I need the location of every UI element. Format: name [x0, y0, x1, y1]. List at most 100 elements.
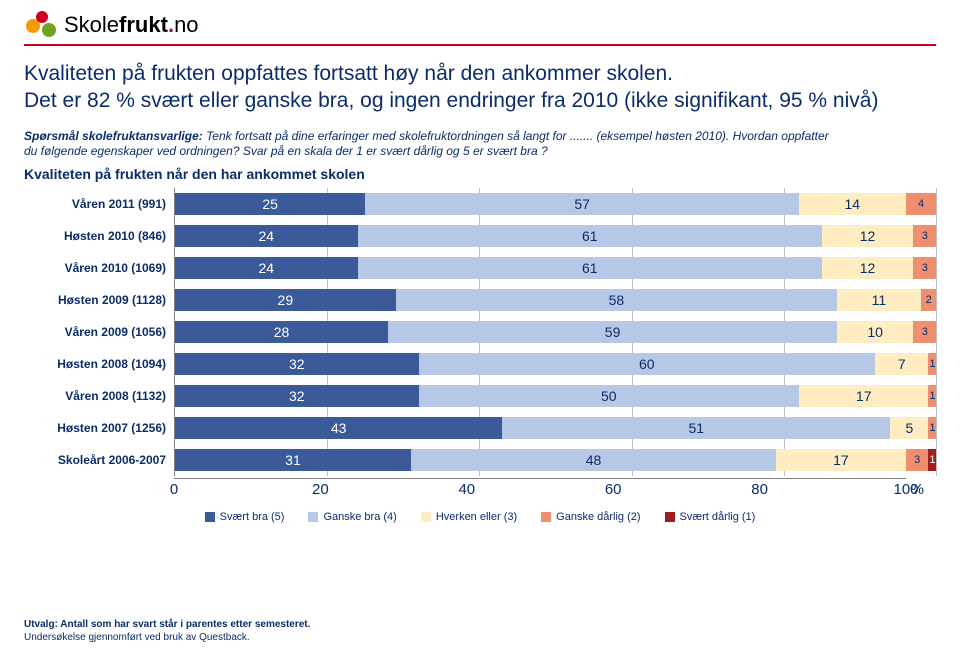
chart-y-label: Høsten 2010 (846) — [24, 220, 174, 252]
chart-bar-segment: 51 — [502, 417, 890, 439]
legend-label: Svært dårlig (1) — [680, 511, 756, 523]
chart-plot: 2557144246112324611232958112285910332607… — [174, 188, 936, 476]
chart-bar-row: 2958112 — [175, 284, 936, 316]
question-body-1: Tenk fortsatt på dine erfaringer med sko… — [203, 129, 733, 143]
chart-x-axis: % 020406080100 — [174, 478, 906, 501]
chart-bar-segment: 3 — [913, 257, 936, 279]
chart-y-label: Skoleårt 2006-2007 — [24, 444, 174, 476]
chart-bar-row: 31481731 — [175, 444, 936, 476]
chart-bar-row: 2461123 — [175, 252, 936, 284]
chart-bar-row: 3250171 — [175, 380, 936, 412]
chart-bar-segment: 1 — [928, 417, 936, 439]
chart-bar-segment: 2 — [921, 289, 936, 311]
chart-bar-segment: 1 — [928, 353, 936, 375]
chart-bar-segment: 3 — [906, 449, 929, 471]
legend-item: Svært dårlig (1) — [665, 511, 756, 523]
chart-bar-segment: 32 — [175, 353, 419, 375]
legend-swatch — [541, 512, 551, 522]
title-line1: Kvaliteten på frukten oppfattes fortsatt… — [24, 62, 673, 85]
chart-y-label: Høsten 2009 (1128) — [24, 284, 174, 316]
chart-bar-segment: 12 — [822, 257, 913, 279]
legend-label: Ganske bra (4) — [323, 511, 396, 523]
chart-x-tick: 80 — [751, 481, 768, 498]
chart-rows: 2557144246112324611232958112285910332607… — [175, 188, 936, 476]
logo-text: Skolefrukt.no — [64, 12, 199, 38]
chart-bar-segment: 31 — [175, 449, 411, 471]
chart-bar-row: 2461123 — [175, 220, 936, 252]
chart-bar-segment: 58 — [396, 289, 837, 311]
chart-y-labels: Våren 2011 (991)Høsten 2010 (846) Våren 2… — [24, 188, 174, 476]
chart-bar-segment: 11 — [837, 289, 921, 311]
chart-bar-segment: 14 — [799, 193, 906, 215]
question-text: Spørsmål skolefruktansvarlige: Tenk fort… — [24, 129, 936, 160]
site-logo: Skolefrukt.no — [24, 8, 936, 42]
chart-subhead: Kvaliteten på frukten når den har ankomm… — [24, 166, 936, 182]
legend-item: Ganske dårlig (2) — [541, 511, 640, 523]
chart-bar-segment: 17 — [776, 449, 905, 471]
chart-bar-segment: 1 — [928, 385, 936, 407]
chart: Våren 2011 (991)Høsten 2010 (846) Våren 2… — [24, 188, 960, 476]
chart-x-tick: 0 — [170, 481, 178, 498]
chart-x-axis-area: % 020406080100 — [24, 478, 936, 501]
legend-label: Hverken eller (3) — [436, 511, 517, 523]
logo-circle — [36, 11, 48, 23]
chart-x-tick: 100 — [893, 481, 918, 498]
logo-text-thin: Skole — [64, 12, 119, 37]
footnote: Utvalg: Antall som har svart står i pare… — [24, 618, 310, 644]
chart-bar-segment: 10 — [837, 321, 913, 343]
chart-bar-segment: 24 — [175, 257, 358, 279]
chart-bar-segment: 17 — [799, 385, 928, 407]
chart-legend: Svært bra (5) Ganske bra (4) Hverken eller… — [24, 511, 936, 523]
header-rule — [24, 44, 936, 46]
chart-x-tick: 20 — [312, 481, 329, 498]
legend-item: Svært bra (5) — [205, 511, 285, 523]
question-body-1-end: Hvordan oppfatter — [733, 129, 829, 143]
chart-bar-segment: 43 — [175, 417, 502, 439]
logo-circle — [42, 23, 56, 37]
chart-bar-segment: 57 — [365, 193, 799, 215]
chart-bar-segment: 59 — [388, 321, 837, 343]
legend-swatch — [308, 512, 318, 522]
chart-bar-segment: 28 — [175, 321, 388, 343]
logo-text-bold: frukt — [119, 12, 168, 37]
chart-y-label: Våren 2009 (1056) — [24, 316, 174, 348]
chart-bar-row: 2557144 — [175, 188, 936, 220]
footnote-line2: Undersøkelse gjennomført ved bruk av Que… — [24, 632, 250, 643]
chart-bar-segment: 1 — [928, 449, 936, 471]
chart-bar-segment: 4 — [906, 193, 936, 215]
legend-swatch — [205, 512, 215, 522]
logo-tld: no — [174, 12, 198, 37]
chart-y-label: Høsten 2007 (1256) — [24, 412, 174, 444]
question-lead: Spørsmål skolefruktansvarlige: — [24, 129, 203, 143]
chart-bar-row: 2859103 — [175, 316, 936, 348]
legend-label: Ganske dårlig (2) — [556, 511, 640, 523]
chart-bar-segment: 50 — [419, 385, 800, 407]
legend-item: Ganske bra (4) — [308, 511, 396, 523]
footnote-line1: Utvalg: Antall som har svart står i pare… — [24, 619, 310, 630]
slide-title: Kvaliteten på frukten oppfattes fortsatt… — [24, 60, 936, 115]
chart-bar-row: 435151 — [175, 412, 936, 444]
chart-y-label: Våren 2008 (1132) — [24, 380, 174, 412]
chart-bar-segment: 29 — [175, 289, 396, 311]
chart-bar-segment: 32 — [175, 385, 419, 407]
chart-bar-segment: 25 — [175, 193, 365, 215]
title-line2: Det er 82 % svært eller ganske bra, og i… — [24, 89, 878, 112]
chart-bar-segment: 48 — [411, 449, 776, 471]
chart-bar-segment: 60 — [419, 353, 876, 375]
chart-bar-segment: 24 — [175, 225, 358, 247]
chart-bar-segment: 61 — [358, 225, 822, 247]
chart-bar-segment: 3 — [913, 321, 936, 343]
chart-y-label: Våren 2011 (991) — [24, 188, 174, 220]
legend-swatch — [421, 512, 431, 522]
chart-y-label: Høsten 2008 (1094) — [24, 348, 174, 380]
chart-bar-segment: 3 — [913, 225, 936, 247]
logo-icon — [24, 8, 58, 42]
chart-bar-segment: 7 — [875, 353, 928, 375]
question-body-2: du følgende egenskaper ved ordningen? Sv… — [24, 144, 548, 158]
legend-item: Hverken eller (3) — [421, 511, 517, 523]
legend-swatch — [665, 512, 675, 522]
chart-bar-segment: 12 — [822, 225, 913, 247]
gridline — [936, 188, 937, 476]
chart-bar-row: 326071 — [175, 348, 936, 380]
legend-label: Svært bra (5) — [220, 511, 285, 523]
